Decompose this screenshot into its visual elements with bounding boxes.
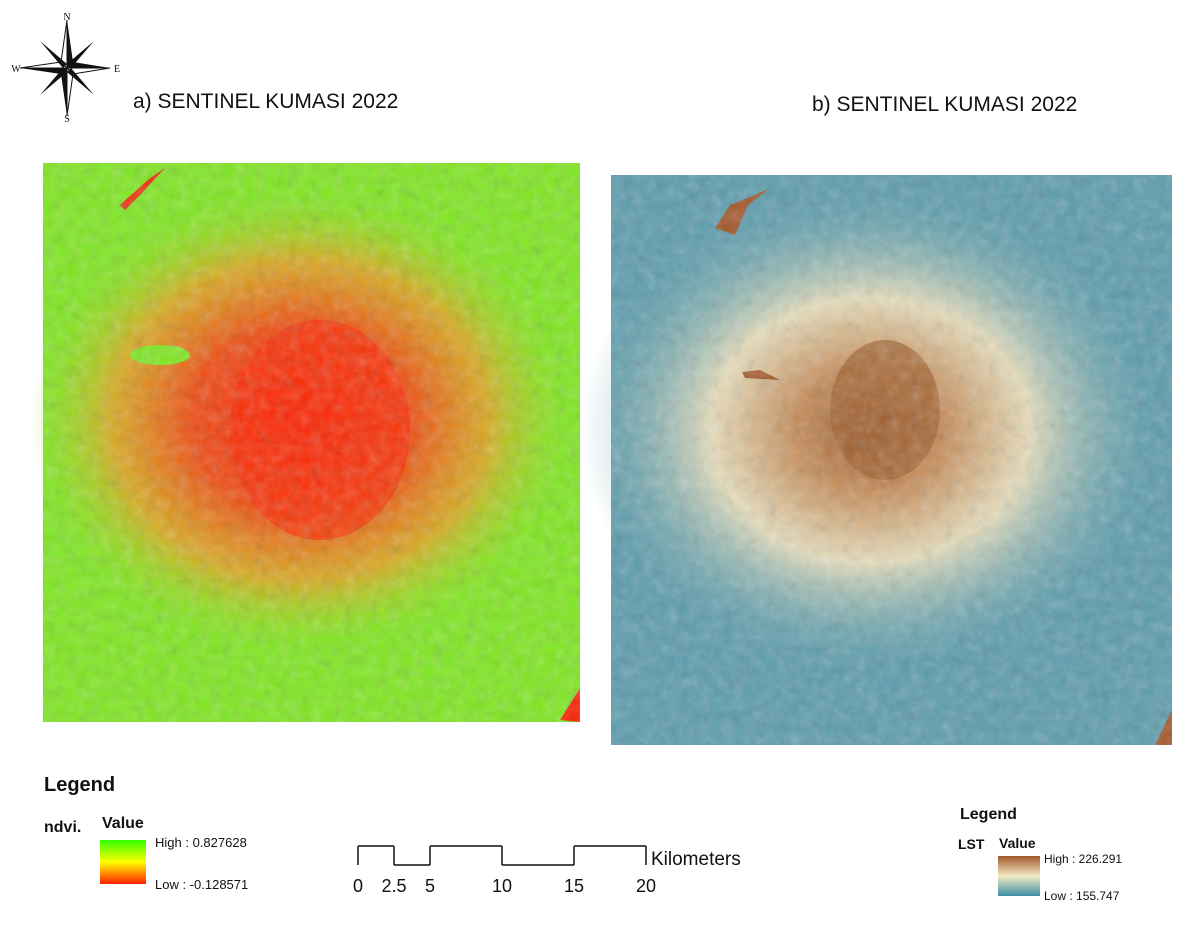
scale-label: 20 <box>636 876 656 896</box>
scale-bar: 0 2.5 5 10 15 20 Kilometers <box>353 845 741 896</box>
compass-e: E <box>114 64 120 75</box>
ndvi-raster <box>30 163 580 722</box>
lst-raster <box>580 175 1172 745</box>
legend-low: Low : 155.747 <box>1044 889 1120 903</box>
scale-unit: Kilometers <box>651 849 741 870</box>
scale-label: 10 <box>492 876 512 896</box>
legend-high: High : 0.827628 <box>155 835 247 850</box>
map-title: b) SENTINEL KUMASI 2022 <box>812 93 1077 116</box>
legend-layer: ndvi. <box>44 819 81 836</box>
legend-low: Low : -0.128571 <box>155 877 248 892</box>
scale-label: 2.5 <box>381 876 406 896</box>
legend-heading: Legend <box>960 806 1017 823</box>
scale-label: 0 <box>353 876 363 896</box>
scale-label: 5 <box>425 876 435 896</box>
legend-ramp <box>998 856 1040 896</box>
scale-label: 15 <box>564 876 584 896</box>
legend-heading: Legend <box>44 774 115 796</box>
legend-high: High : 226.291 <box>1044 852 1122 866</box>
compass: N S E W <box>11 12 120 125</box>
legend-ramp <box>100 840 146 884</box>
compass-w: W <box>11 64 21 75</box>
legend-layer: LST <box>958 836 985 852</box>
legend-field: Value <box>999 835 1036 851</box>
legend-field: Value <box>102 815 144 832</box>
map-title: a) SENTINEL KUMASI 2022 <box>133 90 398 113</box>
compass-n: N <box>63 12 70 23</box>
compass-s: S <box>64 114 70 125</box>
